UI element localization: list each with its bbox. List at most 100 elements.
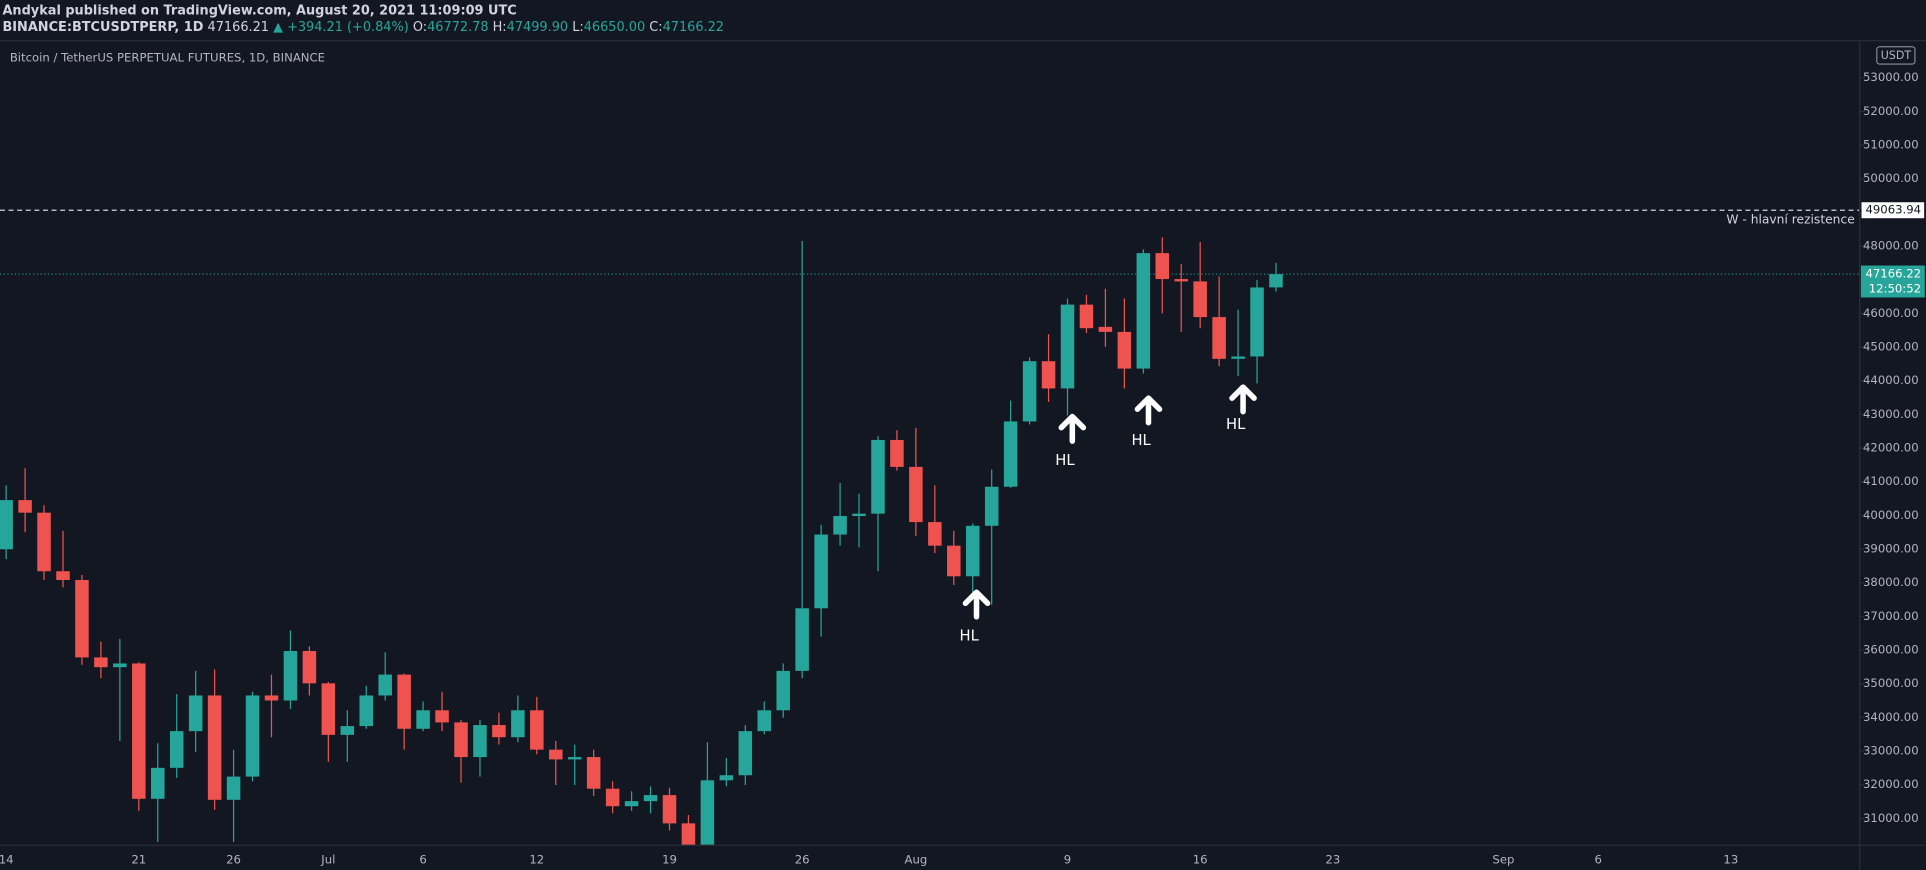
candle-body (719, 775, 734, 781)
ohlc-value: 47499.90 (507, 20, 568, 35)
candle-body (738, 731, 753, 776)
arrow (1134, 395, 1163, 426)
x-tick-label: 26 (226, 852, 241, 866)
candle-body (1231, 356, 1245, 359)
candle-body (643, 795, 658, 802)
candle-body (454, 722, 468, 758)
candle-body (188, 695, 203, 732)
plot-area (0, 209, 1860, 846)
candle-body (1117, 331, 1132, 369)
y-tick-label: 43000.00 (1863, 407, 1919, 421)
y-tick-label: 36000.00 (1863, 643, 1919, 657)
x-tick-label: 6 (419, 852, 426, 866)
change: ▲ +394.21 (+0.84%) (273, 20, 409, 35)
y-tick-label: 40000.00 (1863, 508, 1919, 522)
candle-body (94, 657, 108, 668)
candle-body (397, 674, 411, 729)
unit-label: USDT (1881, 49, 1912, 62)
countdown-label: 12:50:52 (1869, 281, 1921, 295)
x-tick-label: 23 (1325, 852, 1340, 866)
candle-body (264, 695, 279, 701)
y-tick-label: 51000.00 (1863, 138, 1919, 152)
candle-body (871, 439, 885, 514)
candle-body (1003, 421, 1018, 487)
annotation-label: HL (1226, 416, 1246, 433)
candle-body (75, 579, 89, 658)
candle-body (624, 801, 639, 807)
candle-body (207, 695, 222, 800)
candle-body (169, 731, 184, 768)
y-tick-label: 44000.00 (1863, 373, 1919, 387)
price: 47166.21 (208, 20, 269, 35)
candle-body (586, 757, 601, 789)
candle-body (492, 725, 506, 738)
y-tick-label: 52000.00 (1863, 104, 1919, 118)
candle-body (530, 710, 544, 750)
arrow (962, 589, 991, 620)
x-tick-label: 9 (1064, 852, 1071, 866)
last-price-tag (1860, 265, 1925, 298)
candle-body (700, 780, 715, 846)
ohlc-value: 46650.00 (584, 20, 645, 35)
candle-body (1212, 317, 1226, 359)
candle-body (0, 500, 13, 550)
x-tick-label: Jul (320, 852, 335, 866)
candle-body (1269, 274, 1283, 288)
published-line: Andykal published on TradingView.com, Au… (2, 4, 516, 19)
candle-body (890, 439, 904, 467)
candle-body (662, 795, 677, 824)
arrow (1229, 384, 1257, 415)
ohlc-label: C: (649, 20, 662, 35)
candle-body (549, 749, 563, 760)
candle-body (1060, 304, 1075, 389)
candle-body (833, 516, 847, 535)
candle-body (1079, 304, 1094, 329)
candle-body (1174, 279, 1188, 282)
annotation-label: HL (960, 627, 980, 644)
x-tick-label: 26 (795, 852, 810, 866)
candle-body (416, 710, 430, 729)
candle-body (511, 710, 525, 738)
candle-body (113, 663, 127, 668)
candle-body (795, 608, 809, 671)
candle-body (359, 695, 374, 727)
candle-body (226, 776, 241, 800)
candle-body (776, 670, 790, 711)
candle-body (378, 674, 392, 696)
y-tick-label: 48000.00 (1863, 239, 1919, 253)
x-tick-label: Aug (904, 852, 927, 866)
ohlc-value: 47166.22 (663, 20, 724, 35)
annotation-label: HL (1055, 452, 1075, 469)
y-tick-label: 33000.00 (1863, 744, 1919, 758)
candle-body (302, 651, 317, 684)
y-tick-label: 46000.00 (1863, 306, 1919, 320)
ohlc-value: 46772.78 (427, 20, 488, 35)
ohlc-label: O: (413, 20, 427, 35)
symbol-line: BINANCE:BTCUSDTPERP, 1D 47166.21 ▲ +394.… (2, 20, 724, 35)
unit-box (1876, 46, 1916, 65)
x-tick-label: 13 (1723, 852, 1738, 866)
candle-body (1041, 361, 1056, 389)
y-tick-label: 34000.00 (1863, 710, 1919, 724)
candle-body (947, 545, 961, 577)
candle-body (928, 522, 942, 546)
candle-body (1136, 253, 1151, 369)
y-tick-label: 50000.00 (1863, 171, 1919, 185)
y-tick-label: 53000.00 (1863, 70, 1919, 84)
candle-body (435, 710, 449, 723)
y-tick-label: 35000.00 (1863, 676, 1919, 690)
resistance-name: W - hlavní rezistence (1726, 213, 1854, 227)
y-tick-label: 39000.00 (1863, 542, 1919, 556)
x-tick-label: 16 (1193, 852, 1208, 866)
x-tick-label: Sep (1492, 852, 1514, 866)
candle-body (56, 571, 70, 580)
arrow (1058, 413, 1087, 444)
candle-body (1250, 287, 1264, 357)
candle-body (757, 710, 772, 732)
y-tick-label: 31000.00 (1863, 811, 1919, 825)
candle-body (473, 725, 487, 758)
candle-body (1155, 253, 1170, 280)
candle-body (984, 486, 999, 526)
